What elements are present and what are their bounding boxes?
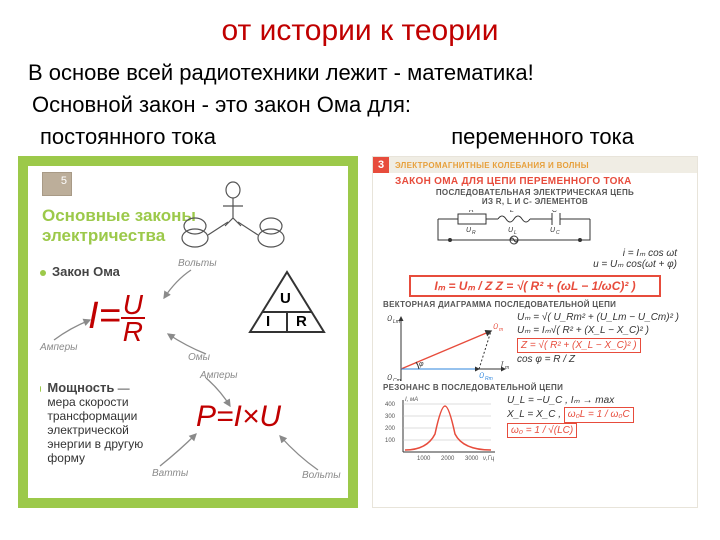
slide: от истории к теории В основе всей радиот…: [0, 0, 720, 540]
ac-panel-topstrip: 3 ЭЛЕКТРОМАГНИТНЫЕ КОЛЕБАНИЯ И ВОЛНЫ: [373, 157, 697, 173]
ac-sec-resonance: РЕЗОНАНС В ПОСЛЕДОВАТЕЛЬНОЙ ЦЕПИ: [373, 383, 697, 392]
panels: 5 Основные законы электричества Закон Ом…: [0, 150, 720, 508]
rf1: U_L = −U_C , Iₘ → max: [507, 394, 689, 408]
ac-vector-block: ŪLm Ūm Īm ŪRm ŪCm φ Uₘ = √( U_Rm² + (U_L…: [373, 309, 697, 381]
svg-text:R: R: [472, 230, 476, 236]
lbl-volty-2: Вольты: [302, 470, 341, 481]
svg-text:2000: 2000: [441, 456, 455, 462]
ac-eq-u: u = Uₘ cos(ωt + φ): [373, 259, 697, 271]
vf4: cos φ = R / Z: [517, 353, 689, 366]
dc-bullet-power-text: Мощность — мера скорости трансформации э…: [47, 380, 160, 465]
svg-text:Cm: Cm: [393, 378, 401, 381]
svg-text:200: 200: [385, 426, 396, 432]
circ-C: C: [552, 210, 558, 214]
tri-U: U: [280, 290, 291, 307]
svg-text:C: C: [556, 230, 560, 236]
svg-text:m: m: [505, 365, 509, 371]
ac-badge: 3: [373, 157, 389, 173]
dc-bullet-power: Мощность — мера скорости трансформации э…: [40, 380, 160, 465]
dc-cartoon-icon: [173, 180, 293, 252]
ac-vector-formulas: Uₘ = √( U_Rm² + (U_Lm − U_Cm)² ) Uₘ = Iₘ…: [517, 311, 689, 381]
lbl-ampery-1: Амперы: [40, 342, 78, 353]
svg-text:Ī: Ī: [501, 361, 504, 369]
ac-sub: ПОСЛЕДОВАТЕЛЬНАЯ ЭЛЕКТРИЧЕСКАЯ ЦЕПЬ ИЗ R…: [373, 189, 697, 207]
ac-box-formula: Iₘ = Uₘ / Z Z = √( R² + (ωL − 1/ωC)² ): [409, 275, 661, 297]
rf2: X_L = X_C , ω₀L = 1 / ω₀C: [507, 407, 689, 423]
slide-title: от истории к теории: [0, 0, 720, 48]
svg-text:1000: 1000: [417, 456, 431, 462]
svg-text:I, мА: I, мА: [405, 397, 418, 403]
vf1: Uₘ = √( U_Rm² + (U_Lm − U_Cm)² ): [517, 311, 689, 324]
lbl-omy: Омы: [188, 352, 210, 363]
ac-vector-diagram: ŪLm Ūm Īm ŪRm ŪCm φ: [383, 311, 513, 381]
intro-line-1: В основе всей радиотехники лежит - матем…: [0, 48, 720, 86]
dc-arrows-icon: [46, 262, 266, 382]
svg-text:300: 300: [385, 414, 396, 420]
ac-eq-i: i = Iₘ cos ωt: [373, 248, 697, 260]
column-heads: постоянного тока переменного тока: [0, 118, 720, 150]
ac-circuit-diagram: R L C UR UL UC: [430, 210, 640, 246]
lbl-ampery-2: Амперы: [200, 370, 238, 381]
svg-text:m: m: [499, 327, 503, 333]
tri-R: R: [296, 313, 307, 330]
lbl-vatty: Ватты: [152, 468, 188, 479]
intro-line-2: Основной закон - это закон Ома для:: [0, 86, 720, 118]
dc-panel: 5 Основные законы электричества Закон Ом…: [18, 156, 358, 508]
svg-text:Rm: Rm: [485, 376, 493, 381]
lbl-volty-1: Вольты: [178, 258, 217, 269]
ac-resonance-block: 400 300 200 100 1000 2000 3000 ν,Гц I, мА U_L…: [373, 392, 697, 462]
svg-text:L: L: [514, 230, 517, 236]
circ-L: L: [510, 210, 514, 214]
svg-text:Lm: Lm: [393, 319, 400, 325]
ac-resonance-chart: 400 300 200 100 1000 2000 3000 ν,Гц I, мА: [383, 394, 503, 462]
vf2: Uₘ = Iₘ√( R² + (X_L − X_C)² ): [517, 324, 689, 337]
col-dc-head: постоянного тока: [40, 124, 216, 150]
svg-text:3000: 3000: [465, 456, 479, 462]
bullet-dot-icon: [40, 386, 41, 392]
ac-topcat: ЭЛЕКТРОМАГНИТНЫЕ КОЛЕБАНИЯ И ВОЛНЫ: [395, 161, 589, 170]
dc-heading-l2: электричества: [42, 226, 165, 245]
svg-text:400: 400: [385, 402, 396, 408]
vf3: Z = √( R² + (X_L − X_C)² ): [517, 338, 641, 353]
ac-panel: 3 ЭЛЕКТРОМАГНИТНЫЕ КОЛЕБАНИЯ И ВОЛНЫ ЗАК…: [372, 156, 698, 508]
tri-I: I: [266, 313, 270, 330]
circ-R: R: [469, 210, 474, 214]
svg-text:φ: φ: [419, 361, 424, 368]
col-ac-head: переменного тока: [451, 124, 694, 150]
ac-sec-vector: ВЕКТОРНАЯ ДИАГРАММА ПОСЛЕДОВАТЕЛЬНОЙ ЦЕП…: [373, 300, 697, 309]
svg-text:ν,Гц: ν,Гц: [483, 456, 495, 462]
rf3: ω₀ = 1 / √(LC): [507, 423, 577, 439]
ac-resonance-formulas: U_L = −U_C , Iₘ → max X_L = X_C , ω₀L = …: [507, 394, 689, 462]
ac-title: ЗАКОН ОМА ДЛЯ ЦЕПИ ПЕРЕМЕННОГО ТОКА: [373, 173, 697, 189]
dc-panel-tab: 5: [42, 172, 72, 196]
svg-text:100: 100: [385, 438, 396, 444]
